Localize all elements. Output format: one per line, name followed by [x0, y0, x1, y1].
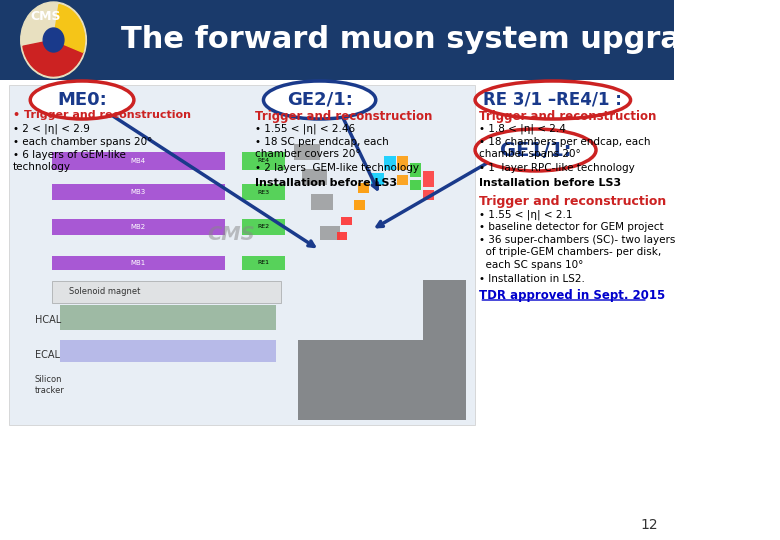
Text: Installation before LS3: Installation before LS3: [480, 178, 622, 188]
FancyBboxPatch shape: [51, 219, 225, 235]
FancyBboxPatch shape: [242, 184, 285, 200]
Text: • 2 layers  GEM-like technology: • 2 layers GEM-like technology: [255, 163, 419, 173]
Text: • each chamber spans 20°: • each chamber spans 20°: [13, 137, 152, 147]
Text: MB1: MB1: [130, 260, 146, 266]
Text: CMS: CMS: [30, 10, 61, 23]
FancyBboxPatch shape: [354, 200, 364, 210]
Text: 12: 12: [640, 518, 658, 532]
Text: • 1  layer RPC-like technology: • 1 layer RPC-like technology: [480, 163, 635, 173]
Text: GE2/1:: GE2/1:: [287, 91, 353, 109]
Text: • Installation in LS2.: • Installation in LS2.: [480, 274, 585, 284]
Text: • 2 < |η| < 2.9: • 2 < |η| < 2.9: [13, 124, 90, 134]
Ellipse shape: [475, 129, 596, 171]
FancyBboxPatch shape: [424, 171, 434, 187]
FancyBboxPatch shape: [294, 144, 320, 160]
Ellipse shape: [264, 81, 376, 119]
Text: MB3: MB3: [130, 189, 146, 195]
Text: RE 3/1 –RE4/1 :: RE 3/1 –RE4/1 :: [484, 91, 622, 109]
Text: • baseline detector for GEM project: • baseline detector for GEM project: [480, 222, 664, 232]
Ellipse shape: [30, 81, 134, 119]
Text: Trigger and reconstruction: Trigger and reconstruction: [480, 110, 657, 123]
FancyBboxPatch shape: [242, 219, 285, 235]
Text: • 6 layers of GEM-like
technology: • 6 layers of GEM-like technology: [13, 150, 126, 172]
FancyBboxPatch shape: [385, 156, 396, 170]
Text: The forward muon system upgrade: The forward muon system upgrade: [121, 25, 723, 55]
FancyBboxPatch shape: [303, 169, 327, 185]
Text: • 36 super-chambers (SC)- two layers
  of triple-GEM chambers- per disk,
  each : • 36 super-chambers (SC)- two layers of …: [480, 235, 675, 270]
Text: CMS: CMS: [207, 225, 255, 244]
FancyBboxPatch shape: [397, 175, 408, 185]
FancyBboxPatch shape: [337, 232, 347, 240]
FancyBboxPatch shape: [61, 305, 276, 330]
Ellipse shape: [475, 81, 630, 119]
FancyBboxPatch shape: [242, 256, 285, 270]
FancyBboxPatch shape: [51, 152, 225, 170]
FancyBboxPatch shape: [397, 156, 408, 170]
Text: GE1/1:: GE1/1:: [500, 140, 571, 159]
Text: MB4: MB4: [130, 158, 146, 164]
Text: ECAL: ECAL: [34, 350, 59, 360]
FancyBboxPatch shape: [359, 183, 369, 193]
FancyBboxPatch shape: [51, 281, 281, 303]
Text: • 18 SC per endcap, each
chamber covers 20°: • 18 SC per endcap, each chamber covers …: [255, 137, 388, 159]
FancyBboxPatch shape: [242, 152, 285, 170]
FancyBboxPatch shape: [371, 173, 384, 185]
Text: RE2: RE2: [257, 225, 270, 230]
FancyBboxPatch shape: [320, 226, 340, 240]
Wedge shape: [54, 4, 85, 52]
Text: • Trigger and reconstruction: • Trigger and reconstruction: [13, 110, 191, 120]
Text: RE4: RE4: [257, 159, 270, 164]
Text: Silicon
tracker: Silicon tracker: [34, 375, 65, 395]
Text: RE3: RE3: [257, 190, 270, 194]
Text: • 18 chambers per endcap, each
chamber spans 20°: • 18 chambers per endcap, each chamber s…: [480, 137, 651, 159]
FancyBboxPatch shape: [311, 194, 333, 210]
Text: Installation before LS3: Installation before LS3: [255, 178, 397, 188]
FancyBboxPatch shape: [9, 85, 475, 425]
Wedge shape: [23, 40, 83, 76]
FancyBboxPatch shape: [341, 217, 352, 225]
Text: RE1: RE1: [257, 260, 269, 266]
Text: Trigger and reconstruction: Trigger and reconstruction: [480, 195, 667, 208]
Text: • 1.55 < |η| < 2.1: • 1.55 < |η| < 2.1: [480, 209, 573, 219]
Text: • 1.55 < |η| < 2.46: • 1.55 < |η| < 2.46: [255, 124, 355, 134]
FancyBboxPatch shape: [51, 256, 225, 270]
Text: TDR approved in Sept. 2015: TDR approved in Sept. 2015: [480, 289, 665, 302]
FancyBboxPatch shape: [410, 180, 420, 190]
FancyBboxPatch shape: [410, 163, 420, 177]
Text: Solenoid magnet: Solenoid magnet: [69, 287, 140, 296]
FancyBboxPatch shape: [424, 190, 434, 200]
FancyBboxPatch shape: [0, 0, 674, 80]
Circle shape: [21, 2, 87, 78]
Text: • 1.8 < |η| < 2.4: • 1.8 < |η| < 2.4: [480, 124, 566, 134]
Text: Trigger and reconstruction: Trigger and reconstruction: [255, 110, 432, 123]
Text: HCAL: HCAL: [34, 315, 61, 325]
Circle shape: [43, 28, 64, 52]
FancyBboxPatch shape: [51, 184, 225, 200]
FancyBboxPatch shape: [61, 340, 276, 362]
Text: ME0:: ME0:: [57, 91, 107, 109]
Text: MB2: MB2: [130, 224, 146, 230]
Polygon shape: [298, 280, 466, 420]
